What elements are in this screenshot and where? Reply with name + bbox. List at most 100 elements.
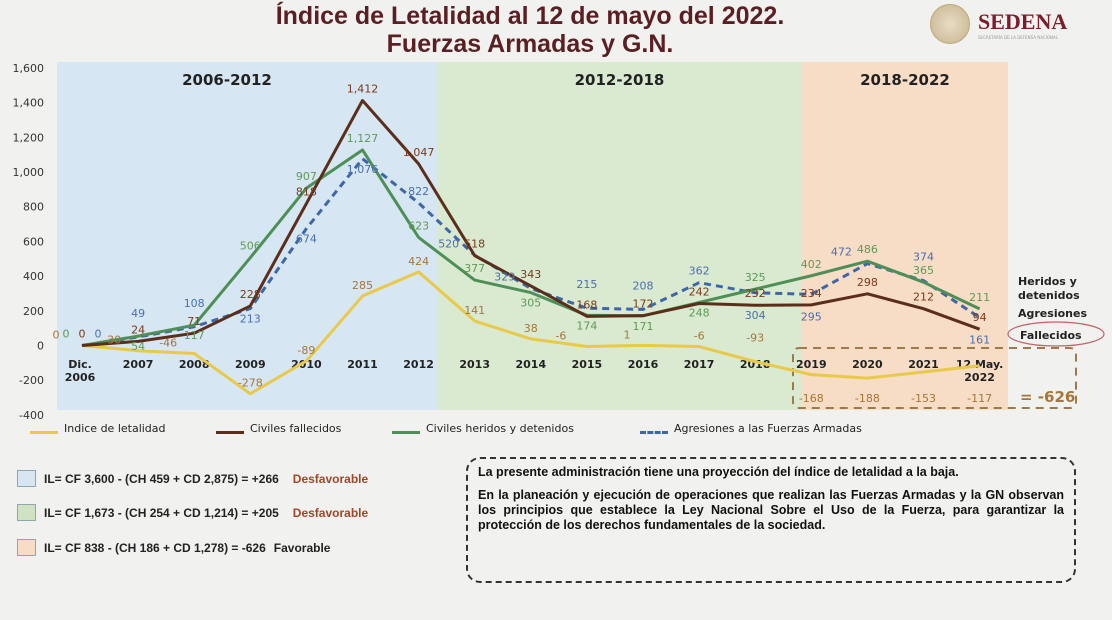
title-line-2: Fuerzas Armadas y G.N.	[386, 30, 674, 58]
period-band	[802, 62, 1008, 410]
x-tick-label: 2015	[572, 358, 603, 371]
data-label: 248	[689, 306, 710, 319]
data-label: 71	[187, 315, 201, 328]
data-label: 211	[969, 291, 990, 304]
data-label: -30	[103, 334, 121, 347]
data-label: 49	[131, 307, 145, 320]
data-label: 506	[240, 240, 261, 253]
formula-verdict: Desfavorable	[292, 471, 369, 486]
color-box	[17, 504, 36, 521]
x-tick-label: 2012	[403, 358, 434, 371]
series-line-2	[81, 148, 981, 347]
data-label: 285	[352, 279, 373, 292]
data-label: 242	[689, 286, 710, 299]
data-label: 298	[857, 276, 878, 289]
data-label: 1,076	[347, 163, 379, 176]
formula-text: IL= CF 838 - (CH 186 + CD 1,278) = -626	[44, 540, 266, 555]
logo-text: SEDENA	[978, 8, 1068, 34]
data-label: 215	[576, 278, 597, 291]
formula-2018-2022: IL= CF 838 - (CH 186 + CD 1,278) = -626 F…	[17, 539, 330, 556]
color-box	[17, 470, 36, 487]
x-tick-label: Dic. 2006	[65, 358, 96, 384]
data-label: 674	[296, 233, 317, 246]
data-label: 234	[801, 287, 822, 300]
period-band	[57, 62, 437, 410]
x-tick-label: 2020	[852, 358, 883, 371]
data-label: 1	[624, 328, 631, 341]
note-box: La presente administración tiene una pro…	[466, 457, 1076, 583]
data-label: -153	[911, 392, 936, 405]
y-tick-label: 1,200	[13, 131, 45, 144]
x-tick-label: 2021	[908, 358, 939, 371]
legend-item-indice: Indice de letalidad	[30, 422, 166, 435]
data-label: -278	[238, 377, 263, 390]
data-label: 171	[633, 320, 654, 333]
title-line-1: Índice de Letalidad al 12 de mayo del 20…	[275, 2, 785, 30]
data-label: 374	[913, 251, 934, 264]
data-label: 38	[524, 322, 538, 335]
data-label: 520	[438, 237, 459, 250]
legend-label: Civiles heridos y detenidos	[426, 422, 574, 435]
data-label: 94	[973, 311, 987, 324]
legend-item-fallecidos: Civiles fallecidos	[216, 422, 341, 435]
data-label: 174	[576, 319, 597, 332]
series-line-0	[81, 270, 980, 396]
formula-verdict: Desfavorable	[292, 505, 369, 520]
data-label: 295	[801, 310, 822, 323]
national-seal-icon	[930, 4, 970, 44]
data-label: -93	[746, 332, 764, 345]
formula-text: IL= CF 3,600 - (CH 459 + CD 2,875) = +26…	[44, 471, 279, 486]
data-label: 907	[296, 170, 317, 183]
legend-label: Indice de letalidad	[64, 422, 166, 435]
fallecidos-oval	[1007, 321, 1105, 347]
data-label: 24	[131, 323, 145, 336]
legend-item-agresiones: Agresiones a las Fuerzas Armadas	[640, 422, 862, 435]
end-label-heridos: Heridos y	[1018, 275, 1077, 288]
y-tick-label: -400	[19, 409, 44, 420]
x-tick-label: 2013	[459, 358, 490, 371]
period-band	[437, 62, 802, 410]
data-label: 168	[576, 298, 597, 311]
data-label: 518	[464, 238, 485, 251]
legend-swatch	[30, 431, 58, 434]
data-label: 0	[79, 328, 86, 341]
chart: 2006-2012 2012-2018 2018-2022 -400 -200 0 200 4…	[13, 62, 1105, 420]
data-label: 1,127	[347, 132, 379, 145]
note-paragraph-2: En la planeación y ejecución de operacio…	[478, 488, 1064, 532]
legend-swatch	[216, 431, 244, 434]
y-tick-label: 0	[37, 340, 44, 353]
legend-label: Civiles fallecidos	[250, 422, 342, 435]
data-label: 117	[184, 329, 205, 342]
page-title: Índice de Letalidad al 12 de mayo del 20…	[180, 2, 880, 58]
data-label: 486	[857, 243, 878, 256]
period-label: 2012-2018	[575, 71, 665, 89]
data-label: 305	[520, 297, 541, 310]
data-label: 1,412	[347, 83, 379, 96]
series-line-1	[81, 99, 981, 347]
data-label: 161	[969, 334, 990, 347]
data-label: 0	[53, 329, 60, 342]
logo-subtext: SECRETARÍA DE LA DEFENSA NACIONAL	[978, 34, 1058, 40]
data-label: 108	[184, 297, 205, 310]
data-label: 377	[464, 262, 485, 275]
data-label: 1,047	[403, 146, 435, 159]
data-label: 343	[520, 268, 541, 281]
data-label: -168	[799, 392, 824, 405]
y-tick-label: -200	[19, 374, 44, 387]
x-tick-label: 2016	[628, 358, 659, 371]
end-label-agresiones: Agresiones	[1018, 307, 1087, 320]
color-box	[17, 539, 36, 556]
x-tick-label: 2018	[740, 358, 771, 371]
formula-text: IL= CF 1,673 - (CH 254 + CD 1,214) = +20…	[44, 505, 279, 520]
y-tick-label: 1,400	[13, 97, 45, 110]
data-label: 208	[633, 279, 654, 292]
end-label-fallecidos: Fallecidos	[1020, 329, 1082, 342]
y-tick-label: 800	[23, 201, 44, 214]
data-label: 0	[63, 328, 70, 341]
data-label: 362	[689, 265, 710, 278]
data-label: 54	[131, 340, 145, 353]
data-label: 325	[745, 271, 766, 284]
formula-2006-2012: IL= CF 3,600 - (CH 459 + CD 2,875) = +26…	[17, 470, 368, 487]
data-label: 213	[240, 313, 261, 326]
sedena-logo: SEDENA SECRETARÍA DE LA DEFENSA NACIONAL	[930, 4, 1067, 44]
